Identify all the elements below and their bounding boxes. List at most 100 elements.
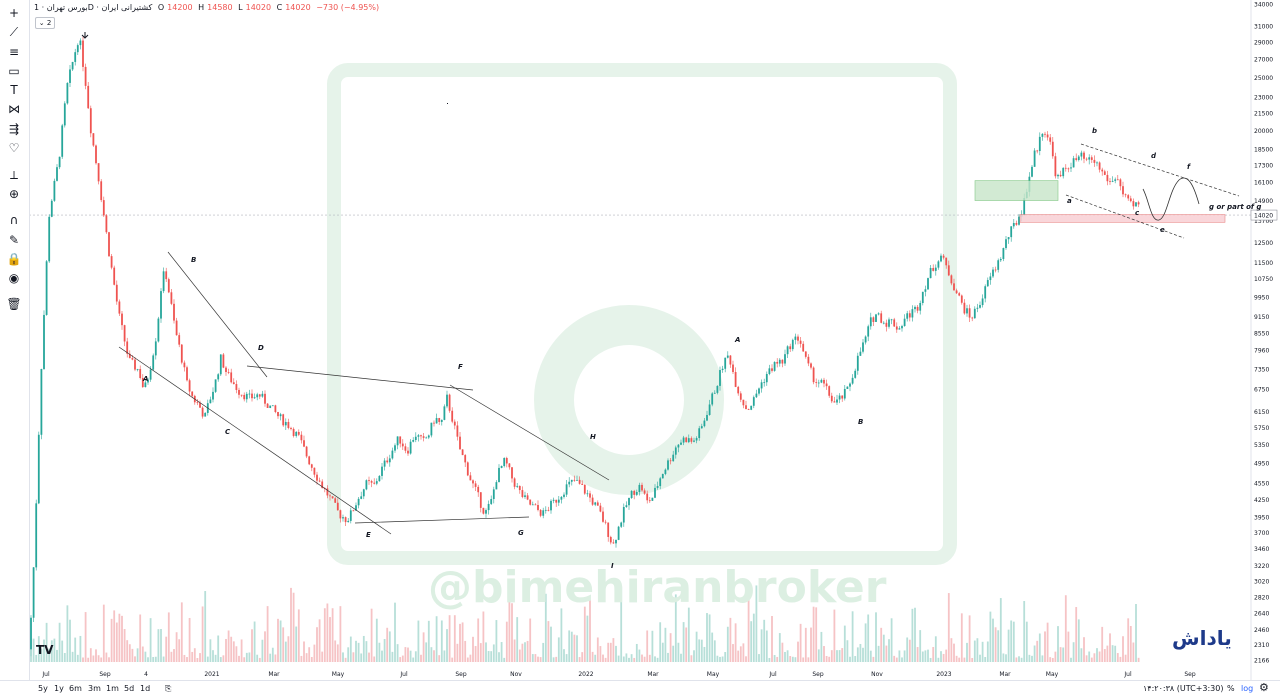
candle-body (830, 395, 833, 402)
candle-body (261, 393, 264, 397)
range-3m[interactable]: 3m (88, 684, 101, 693)
text-icon[interactable]: T (10, 83, 18, 97)
watermark-frame (327, 63, 957, 565)
range-5d[interactable]: 5d (124, 684, 135, 693)
volume-bar (537, 656, 539, 662)
volume-bar (407, 647, 409, 662)
indicator-collapse-button[interactable]: ⌄ 2 (35, 17, 55, 29)
volume-bar (71, 651, 74, 662)
volume-bar (128, 644, 131, 662)
candle-body (518, 485, 521, 491)
volume-bar (100, 657, 103, 662)
volume-bar (1072, 642, 1075, 662)
trash-icon[interactable]: 🗑 (6, 297, 22, 311)
volume-bar (750, 621, 753, 662)
candle-body (1067, 168, 1070, 170)
rectangle-icon[interactable]: ▭ (8, 64, 20, 78)
candle-body (1114, 179, 1117, 181)
candle-body (534, 504, 537, 506)
ruler-icon[interactable]: ⟂ (9, 168, 18, 182)
candle-body (401, 443, 404, 447)
volume-bar (479, 643, 482, 662)
settings-gear-icon[interactable]: ⚙ (1259, 681, 1269, 694)
candle-body (947, 265, 950, 276)
volume-bar (997, 630, 1000, 662)
volume-bar (485, 642, 487, 662)
percent-toggle[interactable]: % (1227, 684, 1235, 693)
volume-bar (386, 627, 389, 662)
volume-bar (526, 640, 529, 662)
candle-body (313, 467, 316, 475)
range-1y[interactable]: 1y (54, 684, 64, 693)
candle-body (1096, 162, 1098, 164)
x-tick-label: May (1046, 671, 1059, 678)
fib-icon[interactable]: ≡ (8, 45, 20, 59)
volume-bar (323, 608, 326, 662)
candle-body (685, 437, 688, 443)
volume-bar (713, 640, 716, 662)
date-range-icon[interactable]: ⎘ (165, 684, 172, 693)
volume-bar (986, 641, 989, 662)
volume-bar (1005, 654, 1007, 662)
x-tick-label: 2021 (204, 671, 219, 678)
candle-body (791, 339, 794, 350)
range-6m[interactable]: 6m (69, 684, 82, 693)
range-1m[interactable]: 1m (106, 684, 119, 693)
eye-icon[interactable]: ◉ (8, 271, 20, 285)
candle-body (555, 499, 558, 503)
volume-bar (804, 627, 807, 662)
candle-body (503, 458, 506, 467)
candle-body (1049, 137, 1052, 142)
volume-bar (635, 643, 638, 662)
range-5y[interactable]: 5y (38, 684, 48, 693)
candle-body (516, 485, 519, 487)
candle-body (721, 368, 724, 371)
candle-body (565, 484, 568, 495)
symbol-title[interactable]: بورس تهران · 1D · کشتیرانی ایران (34, 3, 153, 12)
trend-line-icon[interactable]: ⟋ (9, 25, 19, 39)
volume-bar (604, 657, 607, 662)
magnet-icon[interactable]: ∩ (9, 213, 19, 227)
lock-icon[interactable]: 🔒 (6, 252, 22, 266)
clock-time[interactable]: ۱۴:۲۰:۳۸ (UTC+3:30) (1143, 684, 1224, 693)
volume-bar (201, 606, 204, 662)
candle-body (336, 502, 339, 511)
volume-bar (134, 656, 136, 662)
log-toggle[interactable]: log (1241, 684, 1254, 693)
trendline-lower-abc (118, 346, 392, 535)
price-chart[interactable]: 34000 31000 29000 27000 25000 23000 21500 20000… (29, 0, 1280, 680)
candle-body (698, 428, 701, 439)
candle-body (1080, 152, 1083, 157)
volume-bar (375, 618, 378, 662)
volume-bar (565, 654, 568, 662)
candle-body (1015, 222, 1018, 225)
y-tick-label: 10750 (1254, 276, 1273, 283)
volume-bar (110, 618, 113, 662)
candle-body (1070, 167, 1072, 169)
volume-bar (513, 639, 516, 662)
candle-body (825, 383, 828, 387)
candle-body (568, 481, 571, 485)
forecast-icon[interactable]: ⇶ (8, 122, 20, 136)
volume-bar (165, 636, 168, 662)
volume-bar (698, 639, 701, 662)
candle-body (1064, 167, 1067, 169)
pattern-icon[interactable]: ⋈ (8, 102, 20, 116)
candle-body (914, 306, 916, 310)
volume-bar (539, 657, 542, 662)
candle-body (677, 444, 680, 448)
volume-bar (391, 651, 394, 662)
volume-bar (290, 587, 292, 662)
heart-icon[interactable]: ♡ (8, 141, 20, 155)
x-tick-label: Jul (768, 671, 777, 678)
volume-bar (383, 639, 386, 662)
volume-bar (498, 652, 500, 662)
volume-bar (206, 656, 209, 662)
crosshair-icon[interactable]: + (8, 6, 20, 20)
projection-curve (1142, 177, 1200, 221)
zoom-icon[interactable]: ⊕ (8, 187, 20, 201)
range-1d[interactable]: 1d (140, 684, 151, 693)
lock-drawing-icon[interactable]: ✎ (8, 233, 20, 247)
trendline-e-g (354, 516, 530, 524)
candle-body (1054, 156, 1057, 177)
